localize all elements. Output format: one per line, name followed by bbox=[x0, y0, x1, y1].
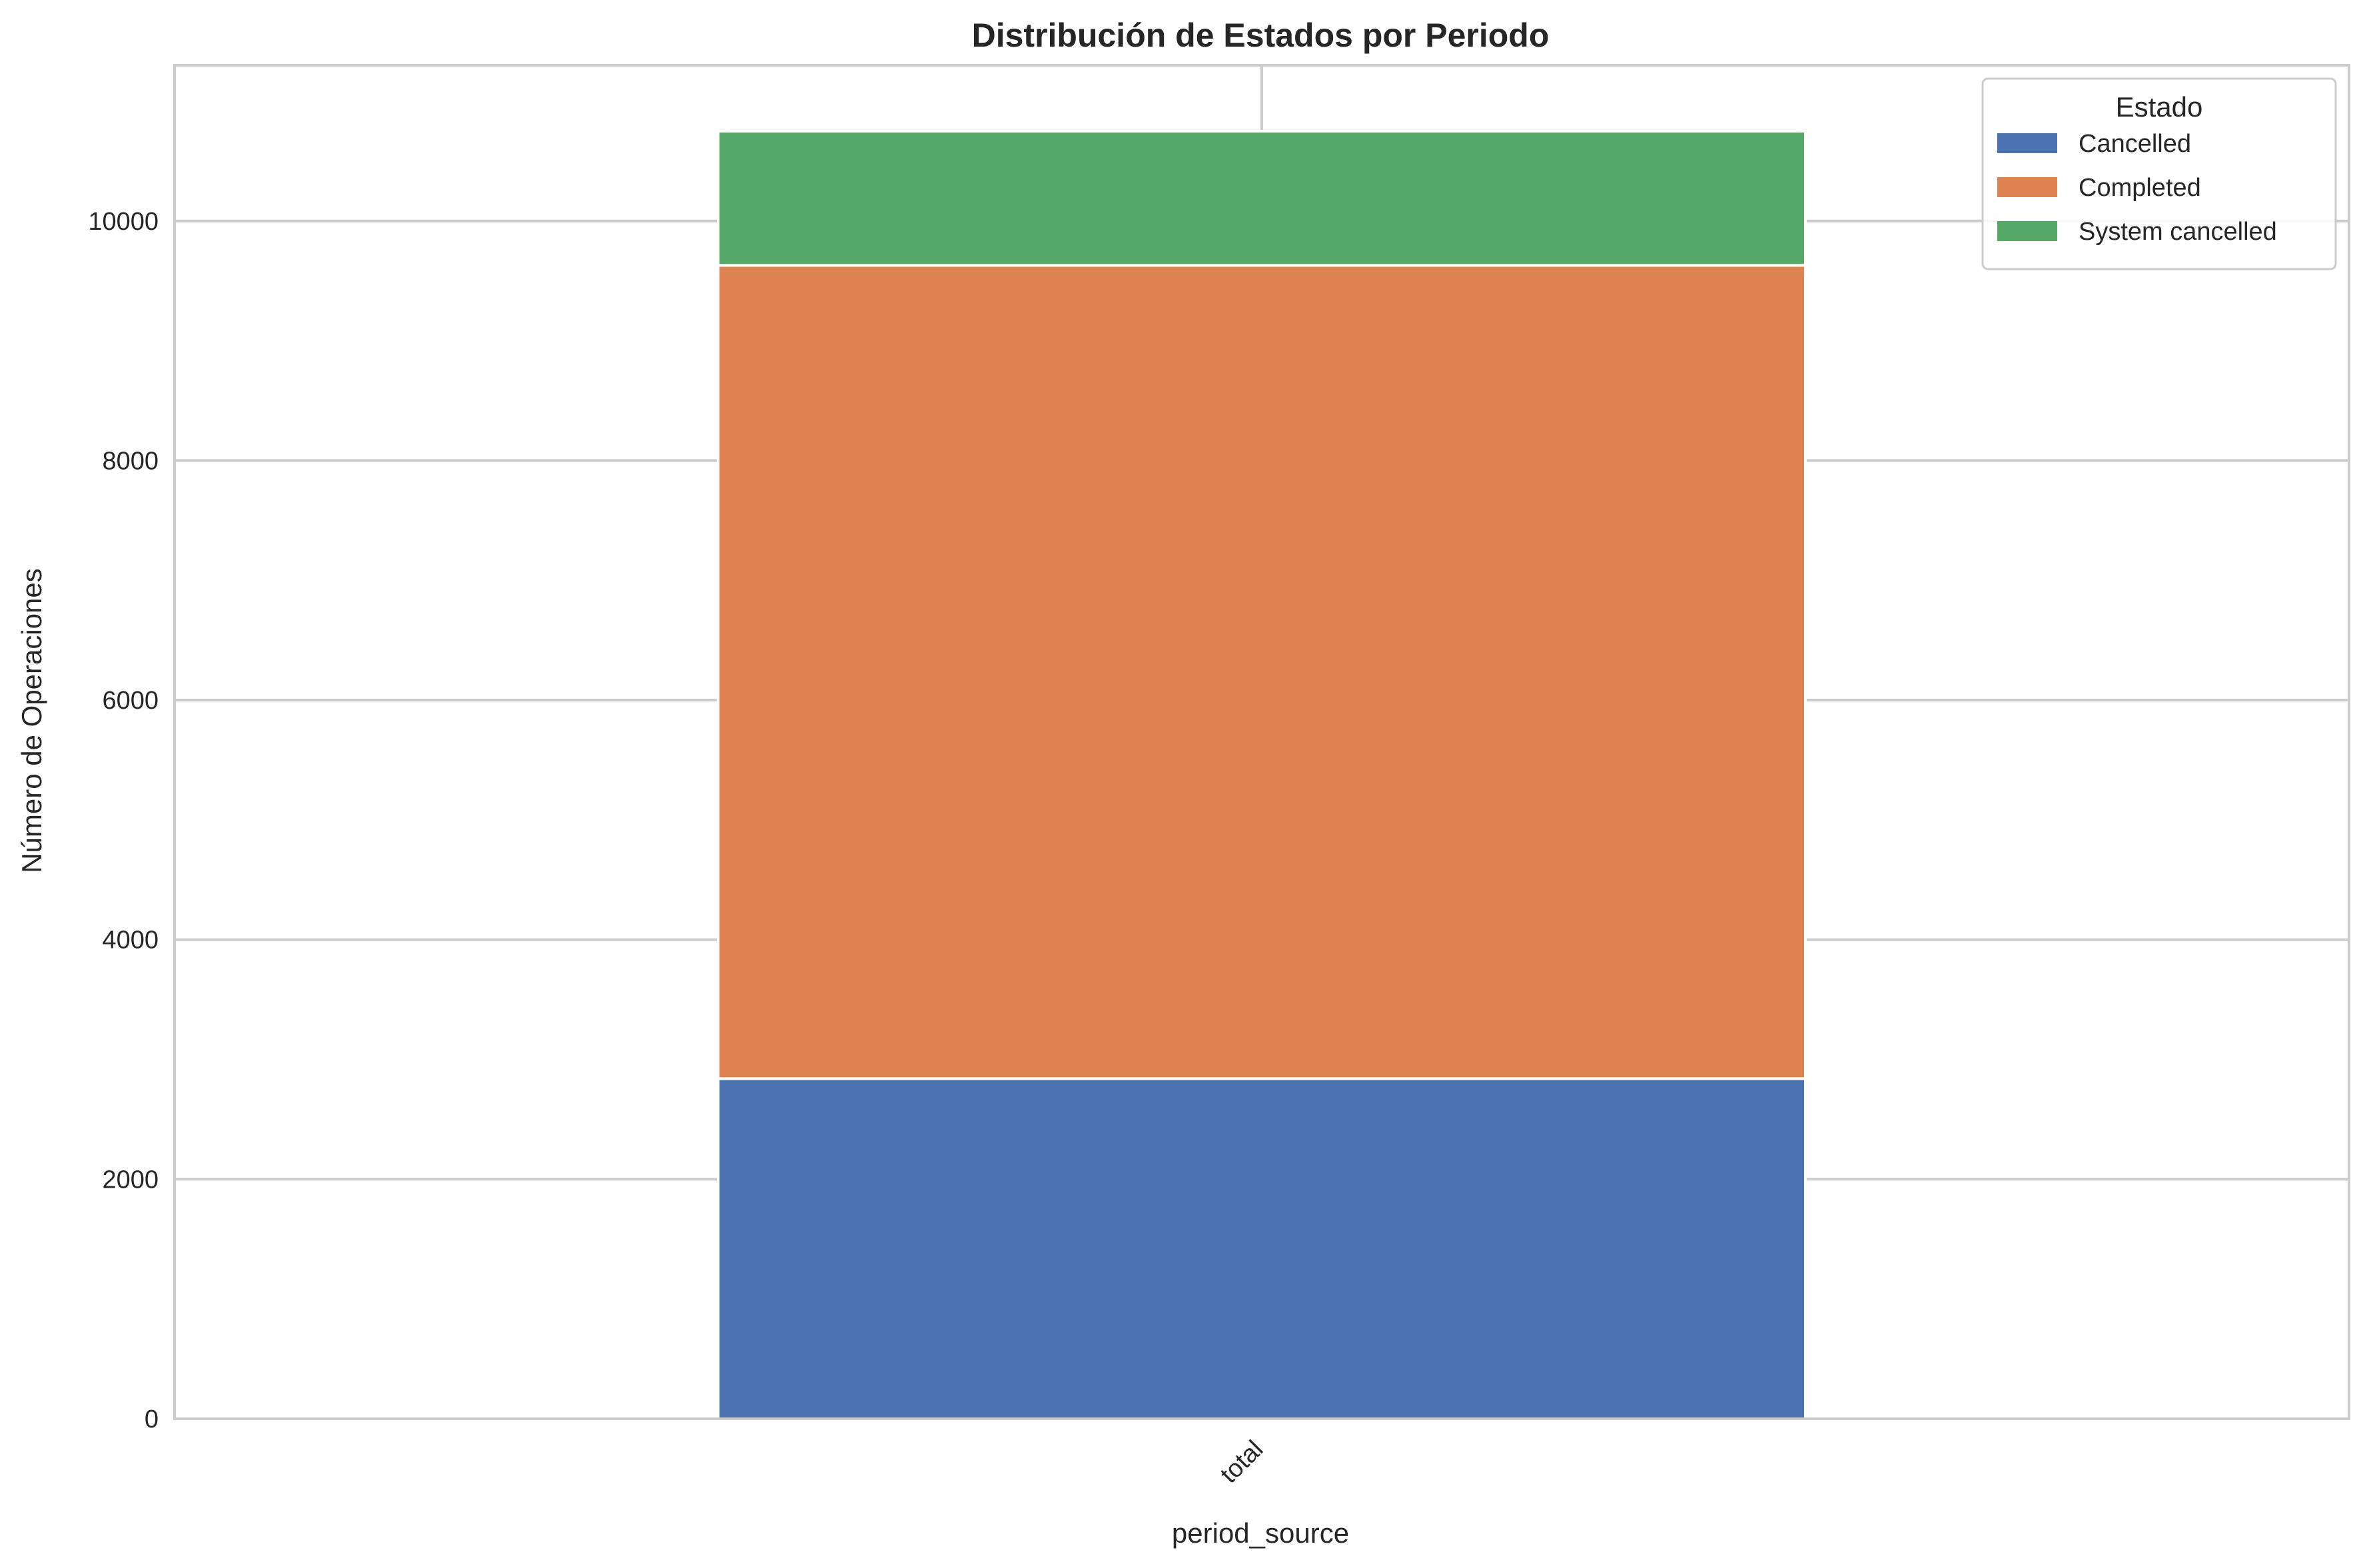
legend-frame bbox=[1981, 77, 2337, 270]
y-tick-label: 4000 bbox=[102, 927, 159, 955]
bar-segment-cancelled bbox=[717, 1077, 1807, 1420]
legend-swatch bbox=[1997, 133, 2057, 153]
legend-title: Estado bbox=[2116, 91, 2203, 123]
y-tick-label: 2000 bbox=[102, 1166, 159, 1194]
y-tick-label: 6000 bbox=[102, 687, 159, 715]
legend-label: Completed bbox=[2079, 174, 2201, 202]
y-tick-label: 0 bbox=[145, 1405, 159, 1433]
chart-title: Distribución de Estados por Periodo bbox=[972, 17, 1550, 54]
x-axis-label: period_source bbox=[1172, 1517, 1349, 1549]
legend: Estado Cancelled Completed System cancelle… bbox=[1981, 77, 2337, 270]
plot-frame bbox=[173, 64, 2350, 1420]
x-tick-labels: total bbox=[1215, 1435, 1268, 1489]
legend-label: System cancelled bbox=[2079, 218, 2277, 246]
y-tick-label: 8000 bbox=[102, 447, 159, 475]
legend-label: Cancelled bbox=[2079, 130, 2191, 158]
bars bbox=[717, 129, 1807, 1420]
x-tick-label: total bbox=[1215, 1435, 1268, 1489]
y-tick-label: 10000 bbox=[88, 208, 159, 236]
legend-swatch bbox=[1997, 221, 2057, 241]
bar-segment-system-cancelled bbox=[717, 129, 1807, 267]
legend-entries: Cancelled Completed System cancelled bbox=[1997, 130, 2277, 246]
y-tick-labels: 0 2000 4000 6000 8000 10000 bbox=[88, 208, 159, 1433]
legend-swatch bbox=[1997, 177, 2057, 197]
bar-segment-completed bbox=[717, 264, 1807, 1080]
y-axis-label: Número de Operaciones bbox=[16, 568, 47, 873]
